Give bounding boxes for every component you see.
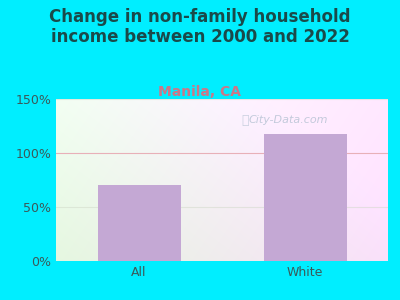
Text: ⓘ: ⓘ — [242, 114, 249, 127]
Bar — [264, 134, 346, 261]
Text: Change in non-family household
income between 2000 and 2022: Change in non-family household income be… — [49, 8, 351, 46]
Bar — [98, 185, 180, 261]
Text: City-Data.com: City-Data.com — [249, 115, 328, 125]
Text: Manila, CA: Manila, CA — [158, 85, 242, 100]
